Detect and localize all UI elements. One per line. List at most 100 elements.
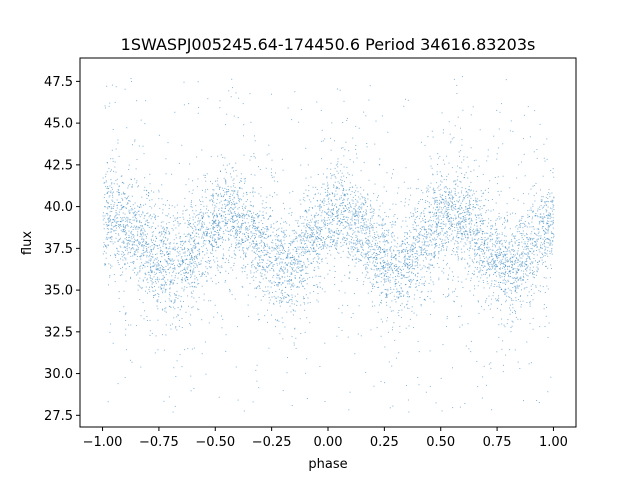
data-point <box>152 256 154 258</box>
data-point <box>333 196 335 198</box>
data-point <box>366 143 368 144</box>
data-point <box>236 239 238 241</box>
data-point <box>148 243 150 245</box>
data-point <box>199 273 200 275</box>
data-point <box>512 287 514 288</box>
data-point <box>356 235 358 237</box>
data-point <box>456 179 458 181</box>
data-point <box>427 296 429 297</box>
data-point <box>368 227 370 229</box>
data-point <box>532 272 534 273</box>
data-point <box>415 211 417 213</box>
data-point <box>411 250 413 252</box>
data-point <box>421 247 423 249</box>
data-point <box>233 183 235 185</box>
data-point <box>290 311 292 313</box>
data-point <box>517 299 519 300</box>
data-point <box>525 264 527 266</box>
data-point <box>145 242 147 244</box>
data-point <box>299 199 301 201</box>
data-point <box>469 204 471 206</box>
data-point <box>171 228 173 229</box>
data-point <box>469 213 471 215</box>
data-point <box>330 239 332 241</box>
data-point <box>512 311 513 313</box>
data-point <box>523 138 524 140</box>
data-point <box>551 249 553 251</box>
data-point <box>106 212 108 214</box>
data-point <box>334 284 336 285</box>
data-point <box>370 290 372 292</box>
data-point <box>436 226 438 228</box>
data-point <box>438 277 440 279</box>
data-point <box>397 267 399 269</box>
data-point <box>276 284 278 286</box>
data-point <box>125 349 127 351</box>
data-point <box>140 225 142 227</box>
data-point <box>147 222 149 224</box>
data-point <box>116 253 118 254</box>
data-point <box>391 264 393 266</box>
data-point <box>129 212 131 214</box>
data-point <box>291 294 293 296</box>
data-point <box>433 283 435 285</box>
data-point <box>207 232 208 234</box>
data-point <box>498 286 500 288</box>
data-point <box>111 221 113 223</box>
data-point <box>327 190 328 192</box>
data-point <box>190 253 191 254</box>
data-point <box>437 187 439 189</box>
data-point <box>392 262 394 264</box>
data-point <box>451 201 453 203</box>
data-point <box>344 237 346 239</box>
data-point <box>278 256 280 258</box>
data-point <box>494 254 496 256</box>
data-point <box>371 217 373 219</box>
data-point <box>261 236 262 238</box>
data-point <box>160 241 162 243</box>
data-point <box>491 260 492 262</box>
data-point <box>299 234 301 236</box>
data-point <box>210 252 211 254</box>
data-point <box>253 225 255 227</box>
data-point <box>254 174 256 176</box>
data-point <box>241 223 243 225</box>
data-point <box>163 254 165 256</box>
data-point <box>226 199 228 201</box>
data-point <box>463 221 465 223</box>
data-point <box>551 208 553 210</box>
data-point <box>404 256 405 258</box>
data-point <box>117 217 119 219</box>
data-point <box>520 219 522 221</box>
data-point <box>314 242 316 244</box>
data-point <box>251 215 253 217</box>
data-point <box>280 241 282 243</box>
data-point <box>538 231 540 233</box>
data-point <box>194 275 196 277</box>
data-point <box>146 248 148 249</box>
data-point <box>108 263 110 265</box>
data-point <box>482 249 484 250</box>
data-point <box>372 215 374 217</box>
data-point <box>317 255 319 257</box>
data-point <box>191 232 193 233</box>
data-point <box>479 271 481 273</box>
data-point <box>431 232 433 234</box>
data-point <box>224 191 226 193</box>
data-point <box>486 260 488 262</box>
data-point <box>326 223 328 224</box>
data-point <box>387 230 389 232</box>
data-point <box>254 217 256 219</box>
data-point <box>162 278 164 280</box>
data-point <box>425 391 427 393</box>
data-point <box>430 182 432 184</box>
data-point <box>398 293 400 295</box>
data-point <box>377 287 379 288</box>
data-point <box>435 209 437 211</box>
data-point <box>254 228 256 229</box>
data-point <box>455 171 457 173</box>
data-point <box>234 190 236 192</box>
data-point <box>445 296 447 298</box>
data-point <box>386 229 388 231</box>
data-point <box>174 279 176 281</box>
